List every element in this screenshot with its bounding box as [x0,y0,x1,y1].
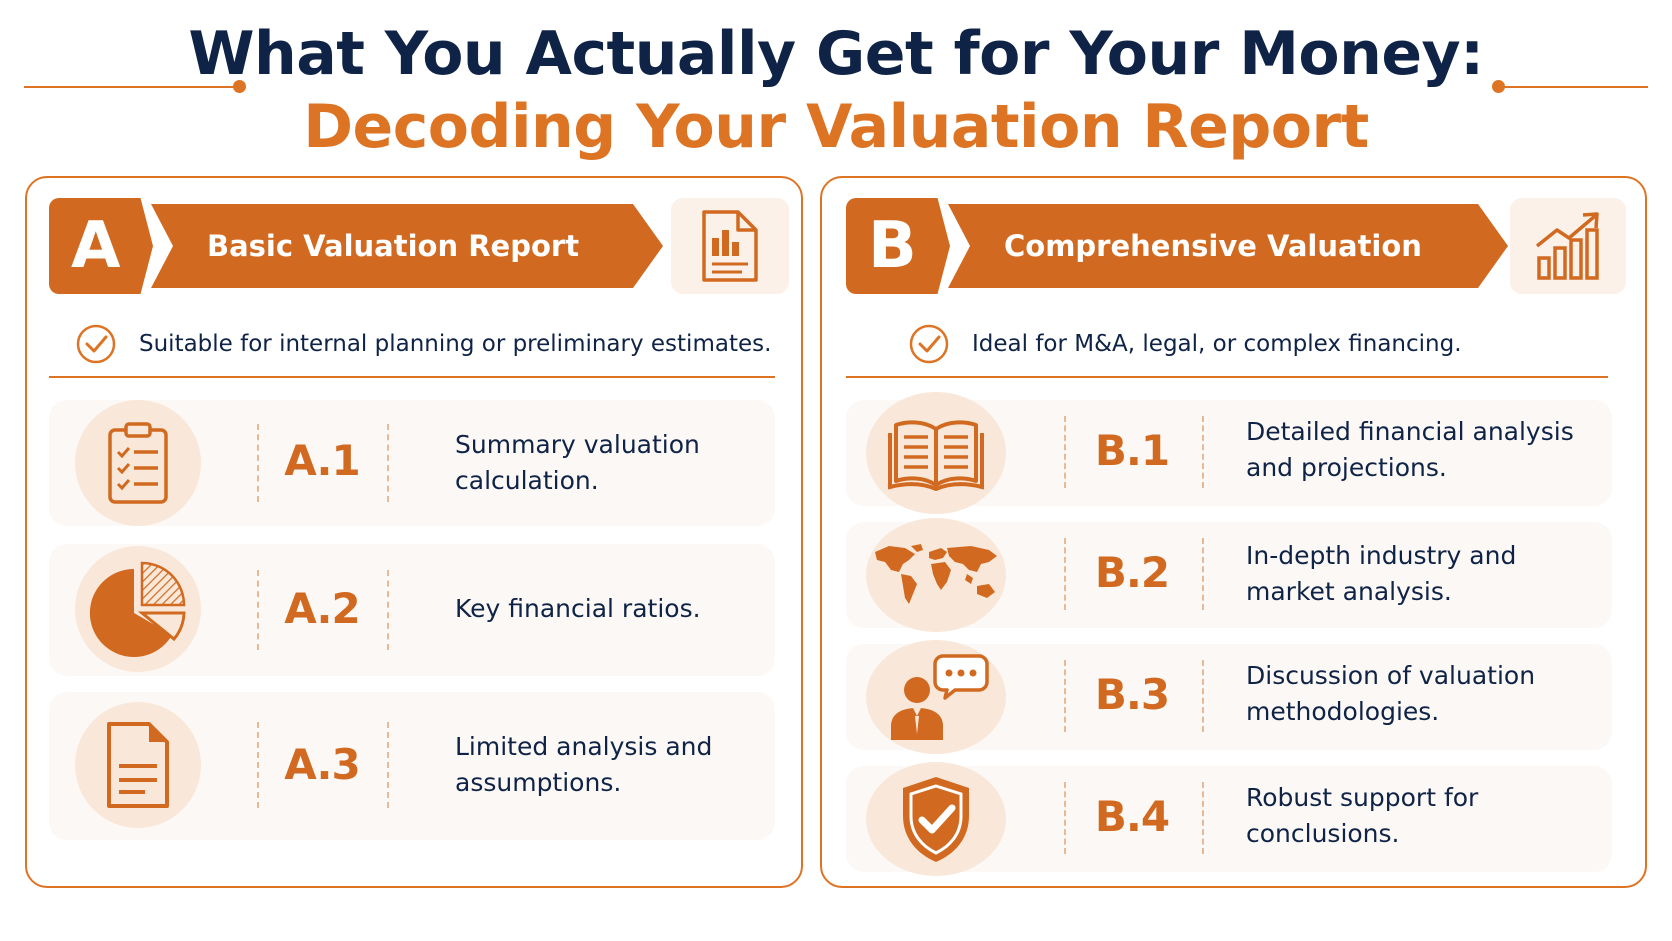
title-line-1: What You Actually Get for Your Money: [188,19,1484,89]
page-title: What You Actually Get for Your Money: De… [0,18,1672,164]
item-code: A.3 [284,740,360,789]
item-code: B.4 [1094,792,1170,841]
separator [1064,782,1066,854]
item-description: Discussion of valuation methodologies. [1246,661,1536,726]
basic-divider [49,376,775,378]
item-code: A.2 [284,584,360,633]
item-code: B.1 [1094,426,1170,475]
basic-report-panel: A Basic Valuation Report Suitable for in… [25,176,803,888]
title-rule-right [1500,86,1648,88]
shield-check-icon [866,762,1006,876]
separator [1064,538,1066,610]
separator [257,424,259,502]
list-item: A.3 Limited analysis and assumptions. [49,692,775,840]
item-description: In-depth industry and market analysis. [1246,541,1517,606]
comprehensive-suitability-text: Ideal for M&A, legal, or complex financi… [972,331,1462,357]
document-icon [75,702,201,828]
list-item: B.4 Robust support for conclusions. [846,762,1612,876]
panel-letter-a: A [49,198,153,294]
basic-report-header: A Basic Valuation Report [49,198,789,294]
list-item: B.3 Discussion of valuation methodologie… [846,640,1612,754]
check-circle-icon [76,324,116,364]
item-code: B.2 [1094,548,1170,597]
report-document-icon [671,198,789,294]
separator [1202,416,1204,488]
open-book-icon [866,392,1006,514]
comprehensive-divider [846,376,1608,378]
list-item: A.1 Summary valuation calculation. [49,400,775,526]
item-description: Detailed financial analysis and projecti… [1246,417,1574,482]
item-description: Robust support for conclusions. [1246,783,1479,848]
separator [387,424,389,502]
item-code: B.3 [1094,670,1170,719]
comprehensive-report-heading: Comprehensive Valuation Report [948,204,1508,288]
separator [1064,660,1066,732]
item-description: Summary valuation calculation. [455,430,700,495]
comprehensive-report-panel: B Comprehensive Valuation Report Ideal f… [820,176,1647,888]
comprehensive-suitability-note: Ideal for M&A, legal, or complex financi… [908,314,1462,374]
separator [387,570,389,650]
world-map-icon [866,518,1006,632]
comprehensive-report-header: B Comprehensive Valuation Report [846,198,1626,294]
separator [257,570,259,650]
title-rule-right-dot [1492,80,1505,93]
list-item: A.2 Key financial ratios. [49,544,775,676]
item-code: A.1 [284,436,360,485]
clipboard-checklist-icon [75,400,201,526]
separator [257,722,259,808]
basic-suitability-text: Suitable for internal planning or prelim… [139,331,772,357]
separator [1202,538,1204,610]
list-item: B.1 Detailed financial analysis and proj… [846,392,1612,514]
list-item: B.2 In-depth industry and market analysi… [846,518,1612,632]
basic-report-heading: Basic Valuation Report [151,204,663,288]
separator [1202,660,1204,732]
person-speech-bubble-icon [866,640,1006,754]
separator [1202,782,1204,854]
separator [387,722,389,808]
item-description: Key financial ratios. [455,594,701,623]
pie-chart-icon [75,546,201,672]
title-rule-left [24,86,239,88]
item-description: Limited analysis and assumptions. [455,732,713,797]
title-rule-left-dot [233,80,246,93]
check-circle-icon [909,324,949,364]
separator [1064,416,1066,488]
title-line-2: Decoding Your Valuation Report [303,92,1369,162]
panel-letter-b: B [846,198,950,294]
growth-chart-icon [1510,198,1626,294]
basic-suitability-note: Suitable for internal planning or prelim… [75,314,771,374]
